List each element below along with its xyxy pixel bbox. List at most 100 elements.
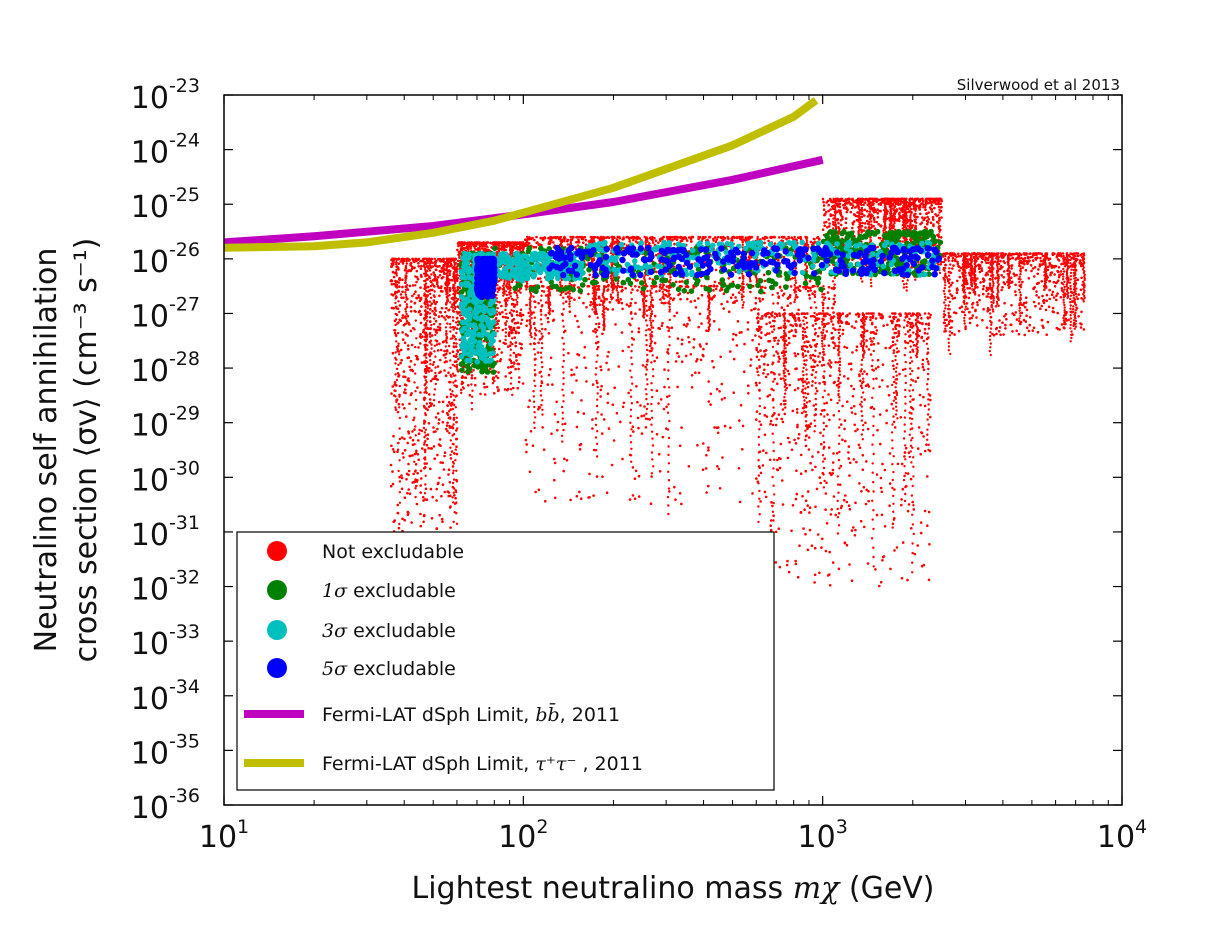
data-point [470,377,474,380]
data-point [420,429,424,433]
data-point [937,205,940,209]
data-point [456,327,459,331]
data-point [467,248,470,251]
data-point [539,280,543,284]
data-point [445,337,448,340]
data-point [407,488,411,491]
data-point [498,339,502,343]
data-point [395,384,398,387]
data-point [412,418,415,422]
data-point [429,261,432,264]
data-point [514,341,518,344]
data-point [453,384,456,387]
data-point [444,427,448,431]
data-point [733,236,736,240]
data-point [397,374,401,377]
data-point [424,282,428,285]
data-point [446,322,449,325]
data-point [901,240,904,243]
data-point [428,355,432,358]
data-point [400,358,403,362]
data-point [454,395,457,398]
data-point [432,426,435,429]
data-point [907,203,911,206]
data-point [937,214,940,217]
data-point [413,428,416,431]
data-point [486,241,490,244]
data-point [452,259,456,262]
data-point [395,261,398,264]
data-point [890,217,894,220]
data-point [547,242,551,245]
data-point [740,293,743,296]
data-point [408,284,412,288]
data-point [517,331,520,335]
data-point [514,331,518,335]
data-point [423,431,427,434]
data-point [823,224,826,227]
data-point [504,342,508,345]
data-point [429,284,433,288]
data-point [417,439,420,442]
data-point [456,276,460,280]
data-point [405,472,409,476]
data-point [448,323,452,326]
data-point [651,235,654,239]
data-point [424,346,427,350]
data-point [449,330,452,333]
data-point [616,242,619,246]
data-point [616,296,620,299]
data-point [414,487,417,490]
data-point [470,401,473,405]
data-point [905,212,908,215]
data-point [438,294,441,298]
data-point [510,365,513,368]
data-point [519,322,523,325]
data-point [472,244,475,247]
data-point [845,210,848,214]
data-point [451,442,455,446]
data-point [394,279,397,283]
data-point [409,393,413,397]
data-point [517,380,521,384]
data-point [453,268,457,272]
data-point [449,366,452,369]
data-point [422,328,426,332]
data-point [793,284,796,287]
data-point [518,287,522,291]
data-point [863,201,867,204]
data-point [884,216,887,219]
data-point [877,236,881,240]
data-point [414,407,418,411]
data-point [496,290,499,293]
data-point [397,331,400,335]
data-point [518,314,522,317]
data-point [442,263,446,267]
data-point [824,220,828,224]
data-point [404,288,408,292]
data-point [414,495,417,499]
data-point [403,388,407,391]
data-point [516,301,519,304]
data-point [452,267,455,270]
data-point [422,426,426,430]
data-point [403,437,406,441]
data-point [834,225,838,228]
data-point [422,317,426,320]
data-point [905,220,908,223]
data-point [469,245,473,248]
data-point [474,383,477,387]
data-point [905,205,908,209]
data-point [700,284,703,288]
data-point [470,241,473,244]
data-point [455,452,459,456]
data-point [478,244,481,247]
data-point [445,257,448,260]
data-point [975,316,978,319]
data-point [509,251,512,254]
data-point [905,201,908,205]
data-point [453,335,456,338]
series-not-excludable [389,197,1086,588]
data-point [918,200,921,203]
data-point [453,399,456,402]
